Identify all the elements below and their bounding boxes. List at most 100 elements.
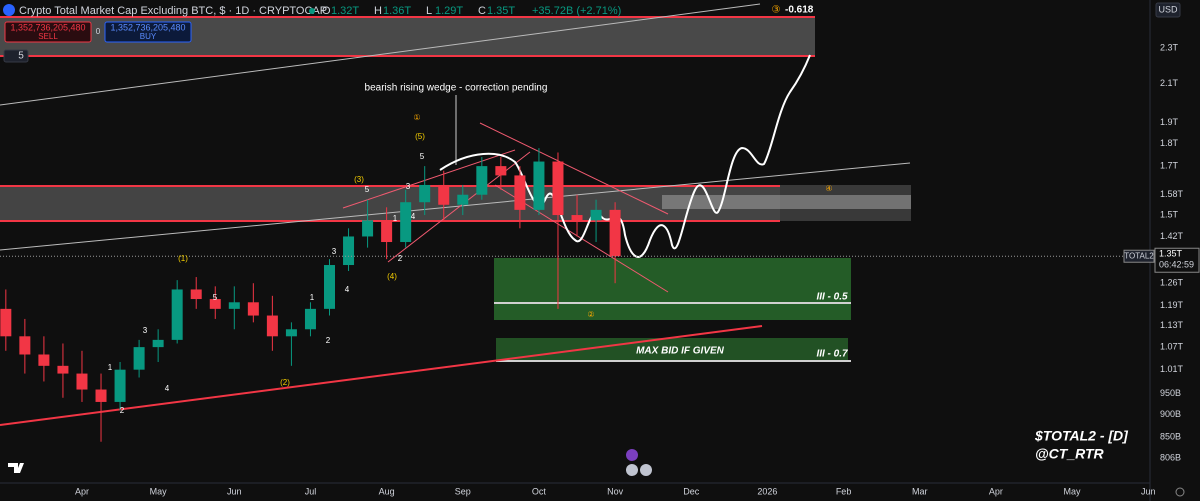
settings-icon[interactable] (1175, 487, 1185, 497)
candle-body (190, 289, 202, 300)
sell-button[interactable] (4, 21, 92, 43)
candle-body (152, 339, 164, 348)
x-tick-label: Oct (532, 486, 547, 496)
buy-label: BUY (140, 32, 157, 41)
annotation: 4 (165, 384, 170, 393)
annotation: 3 (406, 182, 411, 191)
annotation: III - 0.7 (816, 349, 848, 360)
symbol-tag (1123, 249, 1155, 263)
y-tick-label: 1.42T (1160, 231, 1184, 241)
candle-body (495, 166, 507, 176)
candle-body (571, 215, 583, 221)
y-tick-label: 1.9T (1160, 117, 1179, 127)
ohlc-value: 1.36T (383, 5, 411, 17)
buy-zone (494, 258, 851, 320)
candle-body (76, 373, 88, 390)
annotation: 5 (365, 185, 370, 194)
channel-line (0, 162, 911, 251)
x-tick-label: Jun (1141, 486, 1156, 496)
labels: 2.3T 2.1T 1.9T 1.8T 1.7T 1.58T 1.5T 1.42T 1.26T 1… (75, 42, 1200, 496)
annotation: (1) (178, 254, 188, 263)
y-tick-label: 2.3T (1160, 42, 1179, 52)
last-price: 1.35T (1159, 249, 1183, 259)
y-tick-label: 850B (1160, 431, 1181, 441)
annotation: (2) (280, 378, 290, 387)
buy-zone (496, 338, 848, 362)
candle-body (609, 209, 621, 257)
x-tick-label: 2026 (757, 486, 777, 496)
annotation: MAX BID IF GIVEN (636, 346, 725, 357)
candle-body (476, 166, 488, 195)
buy-button[interactable] (104, 21, 192, 43)
y-tick-label: 1.13T (1160, 320, 1184, 330)
target-zone (662, 195, 911, 209)
candle-body (590, 209, 602, 221)
candle-body (0, 308, 12, 337)
annotation: (4) (387, 272, 397, 281)
projection-path (439, 54, 811, 258)
x-tick-label: Sep (455, 486, 471, 496)
y-tick-label: 900B (1160, 409, 1181, 419)
x-tick-label: Nov (607, 486, 624, 496)
currency-button[interactable] (1155, 2, 1181, 18)
event-icon[interactable] (626, 449, 638, 461)
candle-body (400, 202, 412, 243)
watermark: $TOTAL2 - [D] (1034, 428, 1129, 444)
sell-label: SELL (38, 32, 58, 41)
event-icon[interactable] (626, 464, 638, 476)
ohlc-key: H (374, 5, 382, 17)
wedge-line (342, 149, 516, 209)
x-tick-label: Apr (75, 486, 89, 496)
candle-body (247, 302, 259, 316)
fib-value: -0.618 (785, 5, 814, 16)
candle-body (209, 299, 221, 309)
y-tick-label: 1.26T (1160, 278, 1184, 288)
candle-body (457, 194, 469, 205)
annotation: ② (587, 310, 594, 319)
candle-body (38, 354, 50, 366)
event-icon[interactable] (640, 464, 652, 476)
y-tick-label: 1.07T (1160, 341, 1184, 351)
x-tick-label: Feb (836, 486, 852, 496)
x-tick-label: Jun (227, 486, 242, 496)
y-tick-label: 1.58T (1160, 189, 1184, 199)
y-tick-label: 806B (1160, 452, 1181, 462)
support-line (0, 325, 763, 426)
annotation: 1 (310, 293, 315, 302)
candle-body (285, 329, 297, 337)
candle-body (324, 265, 335, 309)
tv-logo (8, 463, 24, 473)
candle-body (95, 389, 107, 402)
candle-body (381, 220, 393, 243)
fib-marker: ③ (772, 5, 781, 16)
ohlc-key: O (322, 5, 331, 17)
channel-line (479, 122, 669, 215)
candle-body (228, 302, 240, 309)
y-tick-label: 2.1T (1160, 78, 1179, 88)
x-tick-label: Aug (379, 486, 395, 496)
indicators-toggle[interactable] (3, 49, 29, 63)
candle-body (171, 289, 183, 340)
candle-body (343, 236, 355, 266)
buy-price: 1,352,736,205,480 (110, 22, 185, 32)
candle-body (438, 184, 450, 205)
ohlc-legend: O 1.32T H 1.36T L 1.29T C 1.35T (322, 5, 515, 17)
annotation: 4 (345, 285, 350, 294)
x-tick-label: Mar (912, 486, 928, 496)
currency: USD (1158, 4, 1178, 14)
annotation: bearish rising wedge - correction pendin… (365, 83, 548, 94)
price-tag (1154, 247, 1200, 273)
symbol-name: TOTAL2 (1124, 251, 1154, 260)
candle-body (133, 347, 145, 370)
ohlc-value: 1.32T (331, 5, 359, 17)
ohlc-key: L (426, 5, 432, 17)
annotation: (3) (354, 175, 364, 184)
candle-body (19, 336, 31, 355)
candle-body (419, 184, 431, 203)
x-tick-label: May (1064, 486, 1082, 496)
symbol-icon (3, 4, 15, 16)
candle-body (533, 161, 545, 210)
annotation: III - 0.5 (816, 292, 848, 303)
candle-body (304, 308, 316, 330)
candle-body (57, 365, 69, 374)
